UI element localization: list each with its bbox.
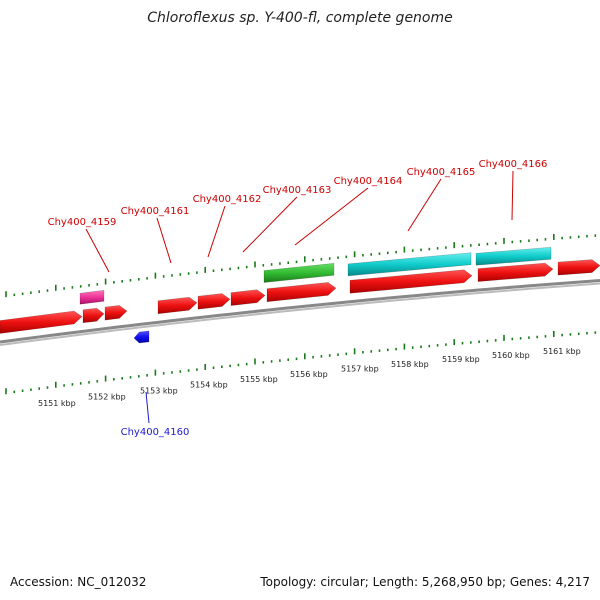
leader-line	[511, 170, 514, 221]
leader-line	[85, 228, 110, 273]
axis-labels: 5151 kbp 5152 kbp 5153 kbp 5154 kbp 5155 kbp…	[38, 347, 581, 408]
trna-feature	[263, 262, 335, 283]
outer-tick-ring	[5, 233, 597, 298]
axis-label: 5161 kbp	[543, 347, 581, 356]
gene-labels: Chy400_4159Chy400_4160Chy400_4161Chy400_…	[48, 159, 548, 438]
gene-label: Chy400_4159	[48, 217, 117, 228]
axis-label: 5156 kbp	[290, 370, 328, 379]
leader-line	[145, 391, 150, 424]
axis-label: 5158 kbp	[391, 360, 429, 369]
cds-arrow	[82, 307, 105, 324]
leader-line	[156, 217, 172, 264]
gene-label: Chy400_4164	[334, 176, 403, 187]
misc-feature	[79, 289, 105, 305]
leader-line	[207, 205, 226, 258]
cds-arrow	[557, 259, 600, 276]
reverse-feature	[133, 330, 150, 344]
accession-label: Accession: NC_012032	[10, 575, 147, 589]
inner-tick-ring	[5, 330, 597, 395]
gene-label: Chy400_4160	[121, 427, 190, 438]
axis-label: 5154 kbp	[190, 381, 228, 390]
gene-label: Chy400_4162	[193, 194, 262, 205]
cds-arrow	[197, 293, 231, 310]
axis-label: 5160 kbp	[492, 351, 530, 360]
leader-line	[407, 178, 442, 232]
cds-arrow	[230, 289, 266, 306]
axis-label: 5155 kbp	[240, 375, 278, 384]
genome-backbone	[0, 279, 600, 346]
backbone-line	[0, 279, 600, 344]
backbone-shadow	[0, 282, 600, 346]
gene-label: Chy400_4165	[407, 167, 476, 178]
axis-label: 5153 kbp	[140, 386, 178, 395]
cds-arrow	[477, 262, 554, 282]
cds-arrow	[157, 296, 198, 315]
leader-line	[242, 196, 298, 253]
cds-arrow	[349, 269, 473, 294]
cds-arrow	[0, 310, 83, 334]
map-title: Chloroflexus sp. Y-400-fl, complete geno…	[147, 10, 453, 26]
gene-label: Chy400_4166	[479, 159, 548, 170]
rrna-feature	[347, 252, 472, 277]
axis-label: 5151 kbp	[38, 399, 76, 408]
gene-label: Chy400_4161	[121, 206, 190, 217]
axis-label: 5159 kbp	[442, 355, 480, 364]
feature-track	[0, 246, 600, 344]
leader-line	[294, 187, 369, 246]
cds-arrow	[266, 282, 337, 303]
axis-label: 5157 kbp	[341, 365, 379, 374]
cds-arrow	[104, 305, 128, 321]
gene-label: Chy400_4163	[263, 185, 332, 196]
label-leaders	[85, 170, 514, 424]
genome-summary: Topology: circular; Length: 5,268,950 bp…	[260, 575, 590, 589]
rrna-feature	[475, 246, 552, 266]
axis-label: 5152 kbp	[88, 393, 126, 402]
